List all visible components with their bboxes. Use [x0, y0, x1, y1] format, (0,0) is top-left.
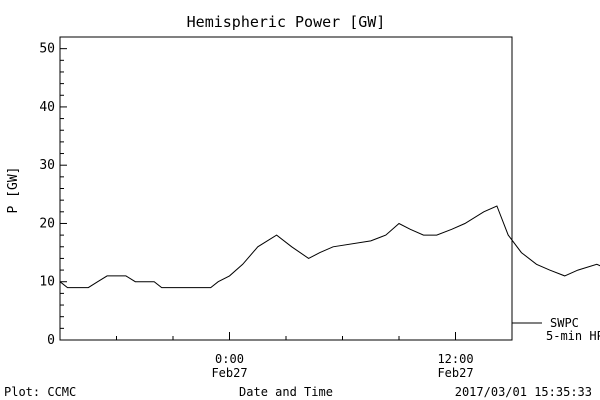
legend-swpc-label: SWPC: [550, 316, 579, 330]
x-axis-label: Date and Time: [239, 385, 333, 399]
y-tick-label: 40: [39, 100, 55, 115]
y-tick-label: 10: [39, 275, 55, 290]
footer-timestamp: 2017/03/01 15:35:33: [455, 385, 592, 399]
x-tick-date-label: Feb27: [211, 366, 247, 380]
legend-hpi-label: 5-min HPI: [546, 329, 600, 343]
y-axis-ticks: 0 10 20 30 40 50: [39, 42, 67, 348]
series-line-hpi: [59, 205, 600, 289]
x-tick-time-label: 12:00: [437, 352, 473, 366]
y-axis-label-group: P [GW]: [6, 167, 21, 214]
x-tick-time-label: 0:00: [215, 352, 244, 366]
y-tick-label: 0: [47, 333, 55, 348]
chart-title: Hemispheric Power [GW]: [187, 13, 386, 31]
y-axis-label: P [GW]: [6, 167, 21, 214]
legend: SWPC 5-min HPI: [512, 316, 600, 343]
y-tick-label: 20: [39, 216, 55, 231]
series-layer: [59, 205, 600, 289]
x-axis-ticks: 0:00Feb2712:00Feb270:00Feb2812:00Feb280:…: [116, 332, 474, 380]
y-tick-label: 50: [39, 42, 55, 57]
plot-frame: [59, 36, 513, 341]
footer-plot-credit: Plot: CCMC: [4, 385, 76, 399]
y-tick-label: 30: [39, 158, 55, 173]
x-tick-date-label: Feb27: [437, 366, 473, 380]
